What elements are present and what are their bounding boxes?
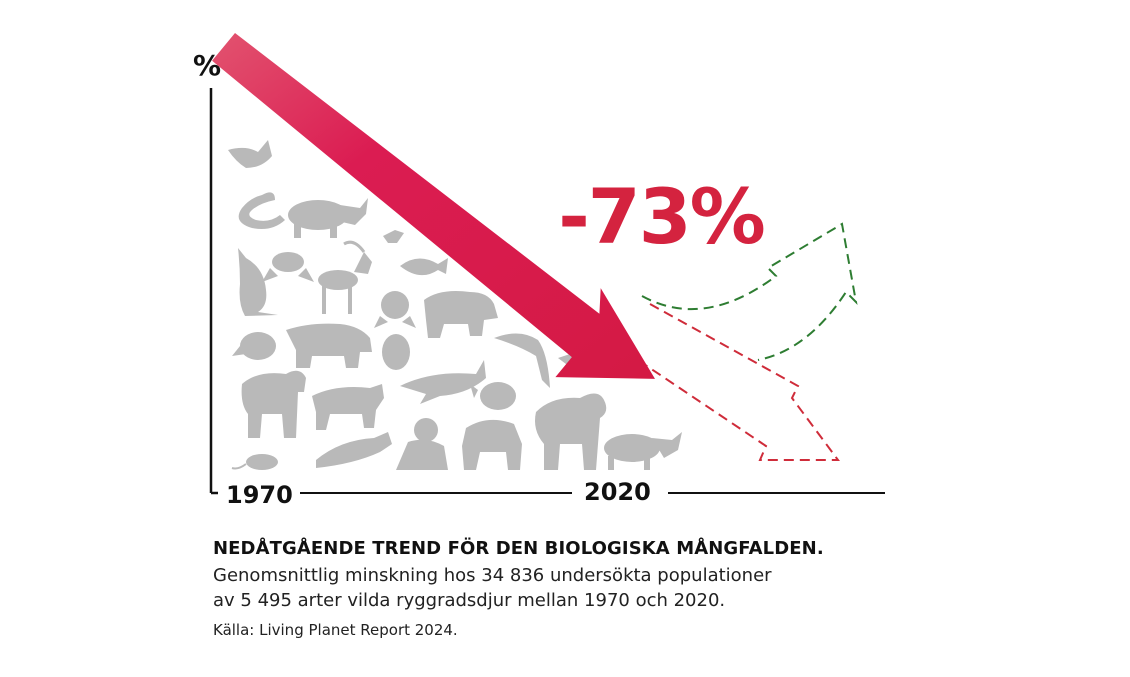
bird-small-icon xyxy=(383,230,404,243)
snake-icon xyxy=(238,192,285,229)
frog-2-icon xyxy=(374,291,416,328)
bird-icon xyxy=(228,140,272,168)
figure-caption: NEDÅTGÅENDE TREND FÖR DEN BIOLOGISKA MÅN… xyxy=(213,538,913,639)
x-tick-label-start: 1970 xyxy=(226,481,293,509)
kangaroo-icon xyxy=(238,248,278,316)
gorilla-icon xyxy=(462,419,522,470)
mouse-icon xyxy=(231,454,278,470)
x-tick-label-end: 2020 xyxy=(584,478,651,506)
decline-trend-arrow xyxy=(212,33,655,379)
elephant-icon xyxy=(241,370,306,438)
caption-line-1: Genomsnittlig minskning hos 34 836 under… xyxy=(213,565,772,586)
rhino-icon xyxy=(288,198,368,238)
caption-line-2: av 5 495 arter vilda ryggradsdjur mellan… xyxy=(213,590,726,611)
seal-icon xyxy=(316,432,392,468)
caption-title: NEDÅTGÅENDE TREND FÖR DEN BIOLOGISKA MÅN… xyxy=(213,538,824,559)
frog-icon xyxy=(262,252,314,282)
antelope-icon xyxy=(318,240,372,314)
owl-icon xyxy=(382,334,410,370)
dolphin-icon xyxy=(494,333,550,388)
rhino-2-icon xyxy=(604,432,682,470)
change-value-label: -73% xyxy=(558,172,763,261)
caption-source: Källa: Living Planet Report 2024. xyxy=(213,621,458,639)
fish-icon xyxy=(400,258,448,276)
tiger-icon xyxy=(312,384,384,430)
decline-scenario-arrow xyxy=(625,303,840,461)
polar-bear-icon xyxy=(286,323,372,368)
elephant-2-icon xyxy=(535,393,607,470)
panda-icon xyxy=(396,418,448,470)
songbird-icon xyxy=(232,332,276,360)
y-axis-label: % xyxy=(193,49,221,82)
bear-icon xyxy=(424,291,498,338)
animal-silhouettes xyxy=(228,140,682,470)
caption-description: Genomsnittlig minskning hos 34 836 under… xyxy=(213,563,913,613)
recovery-scenario-arrow xyxy=(641,222,858,361)
shark-icon xyxy=(400,360,486,404)
turtle-icon xyxy=(470,382,516,410)
